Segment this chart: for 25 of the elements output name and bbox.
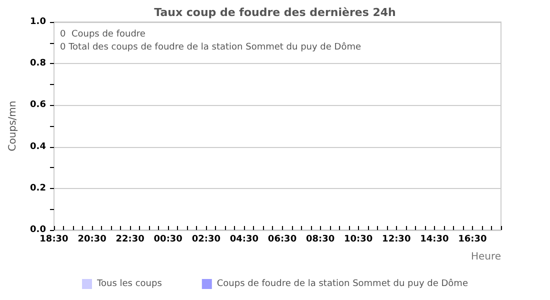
x-tick-label: 14:30 [420, 234, 449, 244]
x-axis-title: Heure [470, 252, 501, 262]
y-tick-label: 0.2 [30, 183, 46, 194]
x-tick-label: 16:30 [458, 234, 487, 244]
y-axis-title: Coups/mn [8, 100, 18, 152]
y-tick-label: 0.0 [30, 225, 46, 235]
x-tick-label: 04:30 [230, 234, 259, 244]
x-tick-label: 02:30 [192, 234, 220, 244]
x-tick-label: 12:30 [382, 234, 411, 244]
chart-title: Taux coup de foudre des dernières 24h [154, 6, 396, 19]
annotation: 0 Coups de foudre [60, 30, 146, 40]
x-tick-label: 22:30 [116, 234, 144, 244]
x-tick-label: 08:30 [306, 234, 335, 244]
x-tick-label: 00:30 [154, 234, 182, 244]
x-tick-label: 20:30 [78, 234, 106, 244]
y-tick-label: 1.0 [30, 17, 46, 27]
y-tick-label: 0.8 [30, 58, 46, 69]
y-tick-label: 0.6 [30, 100, 46, 110]
legend-label: Coups de foudre de la station Sommet du puy de Dôme [216, 278, 468, 289]
x-tick-label: 10:30 [344, 234, 373, 244]
legend-label: Tous les coups [96, 279, 162, 289]
annotation: 0 Total des coups de foudre de la station Sommet du puy de Dôme [60, 42, 362, 52]
x-tick-label: 06:30 [268, 234, 297, 244]
x-tick-label: 18:30 [40, 234, 68, 244]
y-tick-label: 0.4 [30, 142, 46, 152]
